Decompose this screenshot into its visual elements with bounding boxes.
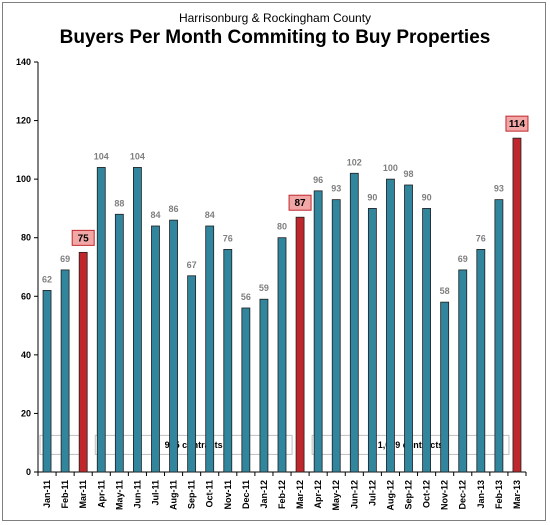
x-tick-label: Feb-11 bbox=[60, 480, 70, 509]
bar bbox=[404, 184, 413, 473]
bar bbox=[187, 275, 197, 473]
bar bbox=[151, 225, 160, 473]
value-label: 67 bbox=[187, 260, 197, 270]
value-label: 75 bbox=[78, 233, 90, 244]
y-tick-label: 40 bbox=[21, 350, 31, 360]
y-tick-label: 0 bbox=[26, 467, 31, 477]
y-tick-label: 80 bbox=[21, 233, 31, 243]
bar bbox=[386, 178, 395, 473]
value-label-box bbox=[505, 115, 529, 132]
value-label: 93 bbox=[331, 184, 341, 194]
value-label: 90 bbox=[367, 192, 377, 202]
value-label: 69 bbox=[60, 254, 70, 264]
x-tick-label: Jan-13 bbox=[476, 480, 486, 509]
bar bbox=[277, 237, 287, 473]
value-label-box bbox=[288, 194, 312, 211]
bar bbox=[349, 172, 359, 473]
x-tick-label: Sep-11 bbox=[187, 480, 197, 509]
x-tick-label: Jan-12 bbox=[259, 480, 269, 509]
bar bbox=[241, 307, 251, 473]
bar bbox=[331, 199, 341, 473]
value-label: 56 bbox=[241, 292, 251, 302]
value-label: 93 bbox=[494, 184, 504, 194]
x-tick-label: Sep-12 bbox=[404, 480, 414, 510]
value-label: 87 bbox=[295, 198, 307, 209]
value-label: 76 bbox=[476, 233, 486, 243]
bar bbox=[440, 301, 450, 473]
x-tick-label: Aug-11 bbox=[169, 480, 179, 510]
value-label: 86 bbox=[169, 204, 179, 214]
bar bbox=[367, 208, 377, 473]
x-tick-label: Jan-11 bbox=[42, 480, 52, 508]
value-label: 58 bbox=[440, 286, 450, 296]
bar bbox=[476, 249, 486, 473]
value-label-box bbox=[71, 229, 95, 246]
bar bbox=[169, 219, 178, 473]
value-label: 62 bbox=[42, 274, 52, 284]
bar bbox=[313, 190, 323, 473]
bar bbox=[78, 251, 88, 473]
value-label: 114 bbox=[509, 119, 526, 130]
value-label: 80 bbox=[277, 222, 287, 232]
chart-subtitle: Harrisonburg & Rockingham County bbox=[178, 11, 372, 25]
bar bbox=[133, 167, 142, 473]
x-tick-label: Dec-12 bbox=[458, 480, 468, 510]
bar bbox=[42, 290, 52, 473]
value-label: 84 bbox=[205, 210, 215, 220]
y-tick-label: 120 bbox=[16, 116, 31, 126]
value-label: 69 bbox=[458, 254, 468, 264]
bar bbox=[512, 137, 522, 473]
x-tick-label: May-11 bbox=[114, 480, 124, 510]
x-tick-label: Jul-11 bbox=[150, 480, 160, 506]
y-tick-label: 100 bbox=[16, 174, 31, 184]
value-label: 88 bbox=[114, 198, 124, 208]
chart-frame bbox=[2, 2, 546, 521]
bar bbox=[60, 269, 70, 473]
value-label: 100 bbox=[383, 163, 398, 173]
x-tick-label: Aug-12 bbox=[385, 480, 395, 511]
y-tick-label: 20 bbox=[21, 408, 31, 418]
bar bbox=[295, 216, 305, 473]
x-tick-label: Jun-11 bbox=[132, 480, 142, 509]
x-tick-label: Oct-11 bbox=[205, 480, 215, 508]
bar bbox=[223, 249, 233, 473]
value-label: 90 bbox=[422, 192, 432, 202]
x-tick-label: Nov-12 bbox=[440, 480, 450, 510]
value-label: 104 bbox=[130, 151, 145, 161]
bar bbox=[494, 199, 504, 473]
x-tick-label: Oct-12 bbox=[422, 480, 432, 508]
x-tick-label: Nov-11 bbox=[223, 480, 233, 510]
x-tick-label: Apr-11 bbox=[96, 480, 106, 508]
y-tick-label: 60 bbox=[21, 291, 31, 301]
x-tick-label: Mar-12 bbox=[295, 480, 305, 509]
value-label: 84 bbox=[150, 210, 160, 220]
value-label: 76 bbox=[223, 233, 233, 243]
value-label: 102 bbox=[347, 157, 362, 167]
value-label: 96 bbox=[313, 175, 323, 185]
bar bbox=[96, 167, 106, 473]
value-label: 98 bbox=[404, 169, 414, 179]
value-label: 104 bbox=[94, 151, 109, 161]
x-tick-label: Mar-13 bbox=[512, 480, 522, 509]
bar bbox=[458, 269, 468, 473]
x-tick-label: Feb-12 bbox=[277, 480, 287, 509]
x-tick-label: May-12 bbox=[331, 480, 341, 511]
bar bbox=[259, 298, 269, 473]
x-tick-label: Mar-11 bbox=[78, 480, 88, 509]
y-tick-label: 140 bbox=[16, 57, 31, 67]
bar bbox=[114, 213, 124, 473]
x-tick-label: Dec-11 bbox=[241, 480, 251, 509]
x-tick-label: Feb-13 bbox=[494, 480, 504, 509]
x-tick-label: Jun-12 bbox=[349, 480, 359, 509]
x-tick-label: Jul-12 bbox=[367, 480, 377, 506]
bar bbox=[422, 208, 431, 473]
x-tick-label: Apr-12 bbox=[313, 480, 323, 509]
value-label: 59 bbox=[259, 283, 269, 293]
chart-title: Buyers Per Month Commiting to Buy Proper… bbox=[59, 27, 491, 48]
bar bbox=[205, 225, 215, 473]
